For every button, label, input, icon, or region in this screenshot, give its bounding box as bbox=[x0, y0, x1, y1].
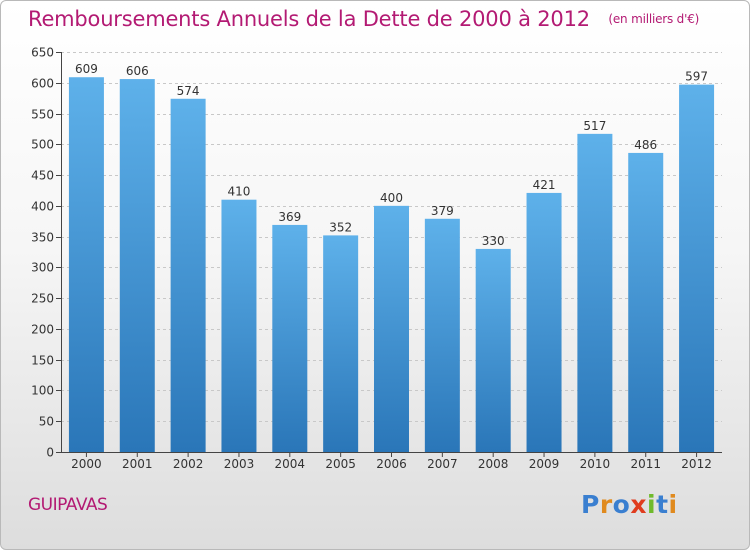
bar-2002 bbox=[170, 98, 206, 453]
y-tick-label: 200 bbox=[31, 323, 54, 337]
bar-2011 bbox=[628, 152, 664, 452]
data-label-2003: 410 bbox=[228, 185, 251, 199]
city-name: GUIPAVAS bbox=[28, 495, 108, 515]
logo-letter: i bbox=[647, 490, 657, 519]
y-tick-label: 600 bbox=[31, 77, 54, 91]
bar-2003 bbox=[221, 199, 257, 452]
unit-note: (en milliers d'€) bbox=[608, 12, 700, 26]
x-tick-label-2008: 2008 bbox=[478, 457, 509, 471]
logo-letter: r bbox=[599, 490, 613, 519]
logo-letter: x bbox=[630, 490, 647, 519]
y-tick-label: 350 bbox=[31, 231, 54, 245]
y-tick-label: 0 bbox=[46, 446, 54, 460]
chart-title-block: Remboursements Annuels de la Dette de 20… bbox=[28, 7, 699, 31]
bar-2009 bbox=[526, 192, 562, 452]
bars bbox=[68, 77, 715, 453]
axes: 0 50 100 150 200 250 300 350 400 450 500 550 600 650 2… bbox=[31, 46, 722, 471]
data-labels: 609 606 574 410 369 352 400 379 330 421 517 486 597 bbox=[75, 62, 708, 248]
data-label-2002: 574 bbox=[177, 84, 200, 98]
x-tick-label-2001: 2001 bbox=[122, 457, 153, 471]
data-label-2001: 606 bbox=[126, 64, 149, 78]
data-label-2006: 400 bbox=[380, 191, 403, 205]
data-label-2008: 330 bbox=[482, 234, 505, 248]
data-label-2010: 517 bbox=[583, 119, 606, 133]
bar-2008 bbox=[475, 248, 511, 452]
x-tick-label-2000: 2000 bbox=[71, 457, 102, 471]
bar-2010 bbox=[577, 133, 613, 452]
bar-2001 bbox=[119, 79, 155, 453]
y-tick-label: 250 bbox=[31, 292, 54, 306]
x-tick-label-2004: 2004 bbox=[275, 457, 306, 471]
x-tick-label-2011: 2011 bbox=[630, 457, 661, 471]
bar-2012 bbox=[679, 84, 715, 452]
data-label-2009: 421 bbox=[533, 178, 556, 192]
chart-title: Remboursements Annuels de la Dette de 20… bbox=[28, 7, 590, 31]
y-tick-label: 300 bbox=[31, 261, 54, 275]
bar-2004 bbox=[272, 224, 308, 452]
x-tick-label-2007: 2007 bbox=[427, 457, 458, 471]
x-tick-label-2010: 2010 bbox=[580, 457, 611, 471]
x-tick-label-2006: 2006 bbox=[376, 457, 407, 471]
y-tick-label: 100 bbox=[31, 384, 54, 398]
proxiti-logo: Proxiti bbox=[581, 490, 678, 519]
data-label-2011: 486 bbox=[634, 138, 657, 152]
data-label-2005: 352 bbox=[329, 220, 352, 234]
x-tick-label-2005: 2005 bbox=[325, 457, 356, 471]
x-tick-label-2002: 2002 bbox=[173, 457, 204, 471]
bar-2005 bbox=[323, 235, 359, 452]
x-tick-label-2012: 2012 bbox=[681, 457, 712, 471]
y-tick-label: 500 bbox=[31, 138, 54, 152]
y-tick-label: 400 bbox=[31, 200, 54, 214]
data-label-2007: 379 bbox=[431, 204, 454, 218]
logo-letter: t bbox=[656, 490, 669, 519]
bar-2000 bbox=[68, 77, 104, 452]
y-tick-label: 450 bbox=[31, 169, 54, 183]
y-tick-label: 50 bbox=[39, 415, 54, 429]
y-tick-label: 650 bbox=[31, 46, 54, 60]
y-tick-label: 550 bbox=[31, 108, 54, 122]
logo-letter: P bbox=[581, 490, 600, 519]
x-tick-label-2009: 2009 bbox=[529, 457, 560, 471]
data-label-2012: 597 bbox=[685, 70, 708, 84]
bar-2006 bbox=[374, 205, 409, 452]
logo-letter: o bbox=[612, 490, 631, 519]
bar-2007 bbox=[424, 218, 460, 452]
logo-letter: i bbox=[668, 490, 678, 519]
x-tick-label-2003: 2003 bbox=[224, 457, 255, 471]
y-tick-label: 150 bbox=[31, 354, 54, 368]
data-label-2000: 609 bbox=[75, 62, 98, 76]
data-label-2004: 369 bbox=[278, 210, 301, 224]
